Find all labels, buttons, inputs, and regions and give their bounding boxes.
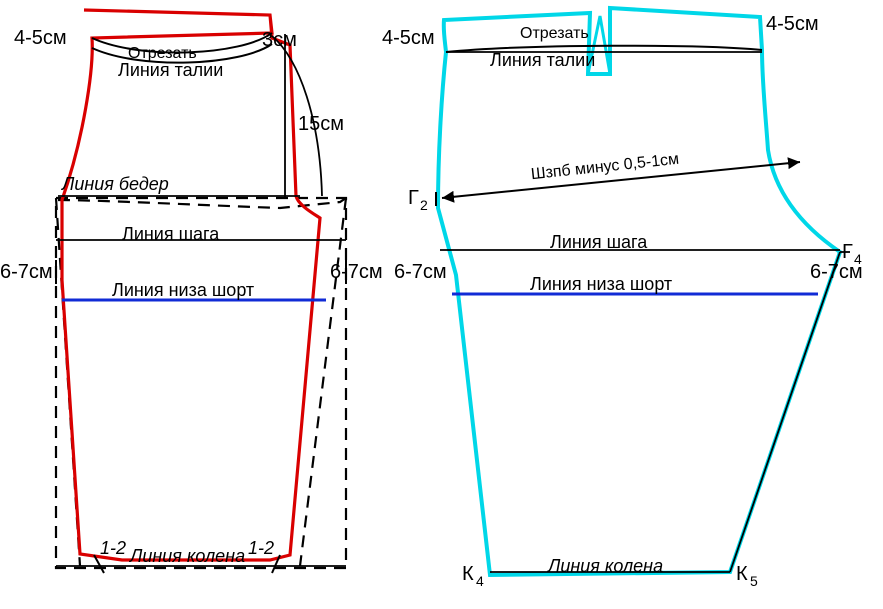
label-1-2-l: 1-2 [100, 538, 126, 558]
svg-text:5: 5 [750, 573, 758, 589]
construction-rect [56, 198, 346, 568]
label-diag: Шзпб минус 0,5-1см [530, 151, 680, 183]
inner-side-line [730, 252, 840, 572]
label-4-5-l2: 4-5см [382, 27, 435, 49]
label-hip: Линия бедер [61, 174, 169, 194]
label-hem-2: Линия низа шорт [530, 274, 672, 294]
label-hem-1: Линия низа шорт [112, 280, 254, 300]
label-knee-2: Линия колена [547, 556, 663, 576]
svg-text:К: К [736, 563, 748, 585]
svg-text:К: К [462, 563, 474, 585]
label-6-7-r2: 6-7см [810, 261, 863, 283]
label-6-7-l1: 6-7см [0, 261, 53, 283]
svg-text:Г: Г [842, 241, 853, 263]
label-15cm: 15см [298, 113, 344, 135]
label-waist-2: Линия талии [490, 50, 595, 70]
label-K4: К 4 [462, 563, 484, 589]
label-step-2: Линия шага [550, 232, 648, 252]
label-step-1: Линия шага [122, 224, 220, 244]
label-G2: Г 2 [408, 187, 428, 213]
label-6-7-l2: 6-7см [394, 261, 447, 283]
svg-text:2: 2 [420, 197, 428, 213]
pattern-diagram: 4-5см 3см Отрезать Линия талии 15см Лини… [0, 0, 883, 609]
label-cut-2: Отрезать [520, 25, 589, 42]
panel-right: 4-5см 4-5см Отрезать Линия талии Шзпб ми… [382, 8, 863, 589]
label-K5: К 5 [736, 563, 758, 589]
svg-text:Г: Г [408, 187, 419, 209]
label-4-5-r2: 4-5см [766, 13, 819, 35]
label-knee-1: Линия колена [129, 546, 245, 566]
label-6-7-r1: 6-7см [330, 261, 383, 283]
label-4-5-left: 4-5см [14, 27, 67, 49]
svg-text:4: 4 [476, 573, 484, 589]
label-1-2-r: 1-2 [248, 538, 274, 558]
panel-left: 4-5см 3см Отрезать Линия талии 15см Лини… [0, 10, 383, 573]
